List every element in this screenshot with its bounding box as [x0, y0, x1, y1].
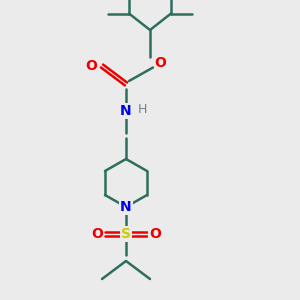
- Text: H: H: [138, 103, 147, 116]
- Text: S: S: [121, 227, 131, 241]
- Text: O: O: [91, 227, 103, 241]
- Text: N: N: [120, 104, 132, 118]
- Text: N: N: [120, 200, 132, 214]
- Text: O: O: [85, 59, 98, 73]
- Text: O: O: [149, 227, 161, 241]
- Text: O: O: [154, 56, 166, 70]
